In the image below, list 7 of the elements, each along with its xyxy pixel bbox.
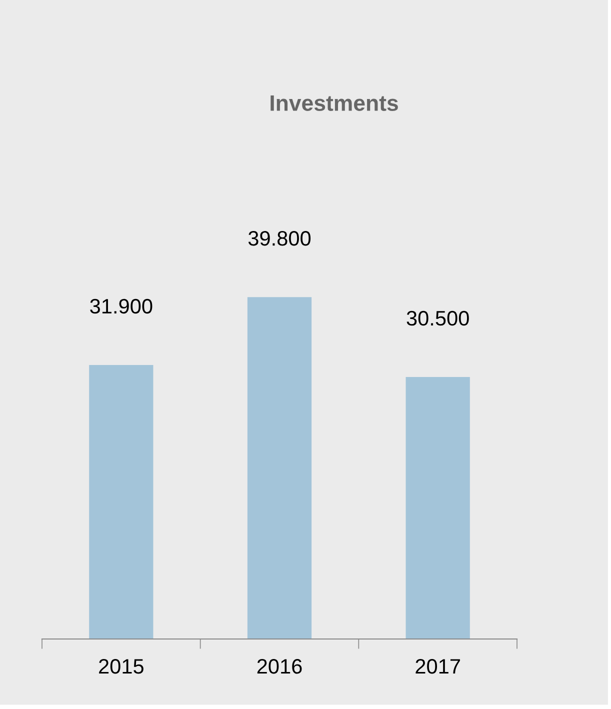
x-tick-label: 2016 xyxy=(257,658,302,674)
data-label: 30.500 xyxy=(406,310,469,326)
data-label: 31.900 xyxy=(90,298,152,314)
chart-title: Investments xyxy=(270,95,398,111)
x-tick-label: 2017 xyxy=(416,658,460,674)
x-tick-label: 2015 xyxy=(99,658,144,674)
data-label: 39.800 xyxy=(248,231,311,246)
